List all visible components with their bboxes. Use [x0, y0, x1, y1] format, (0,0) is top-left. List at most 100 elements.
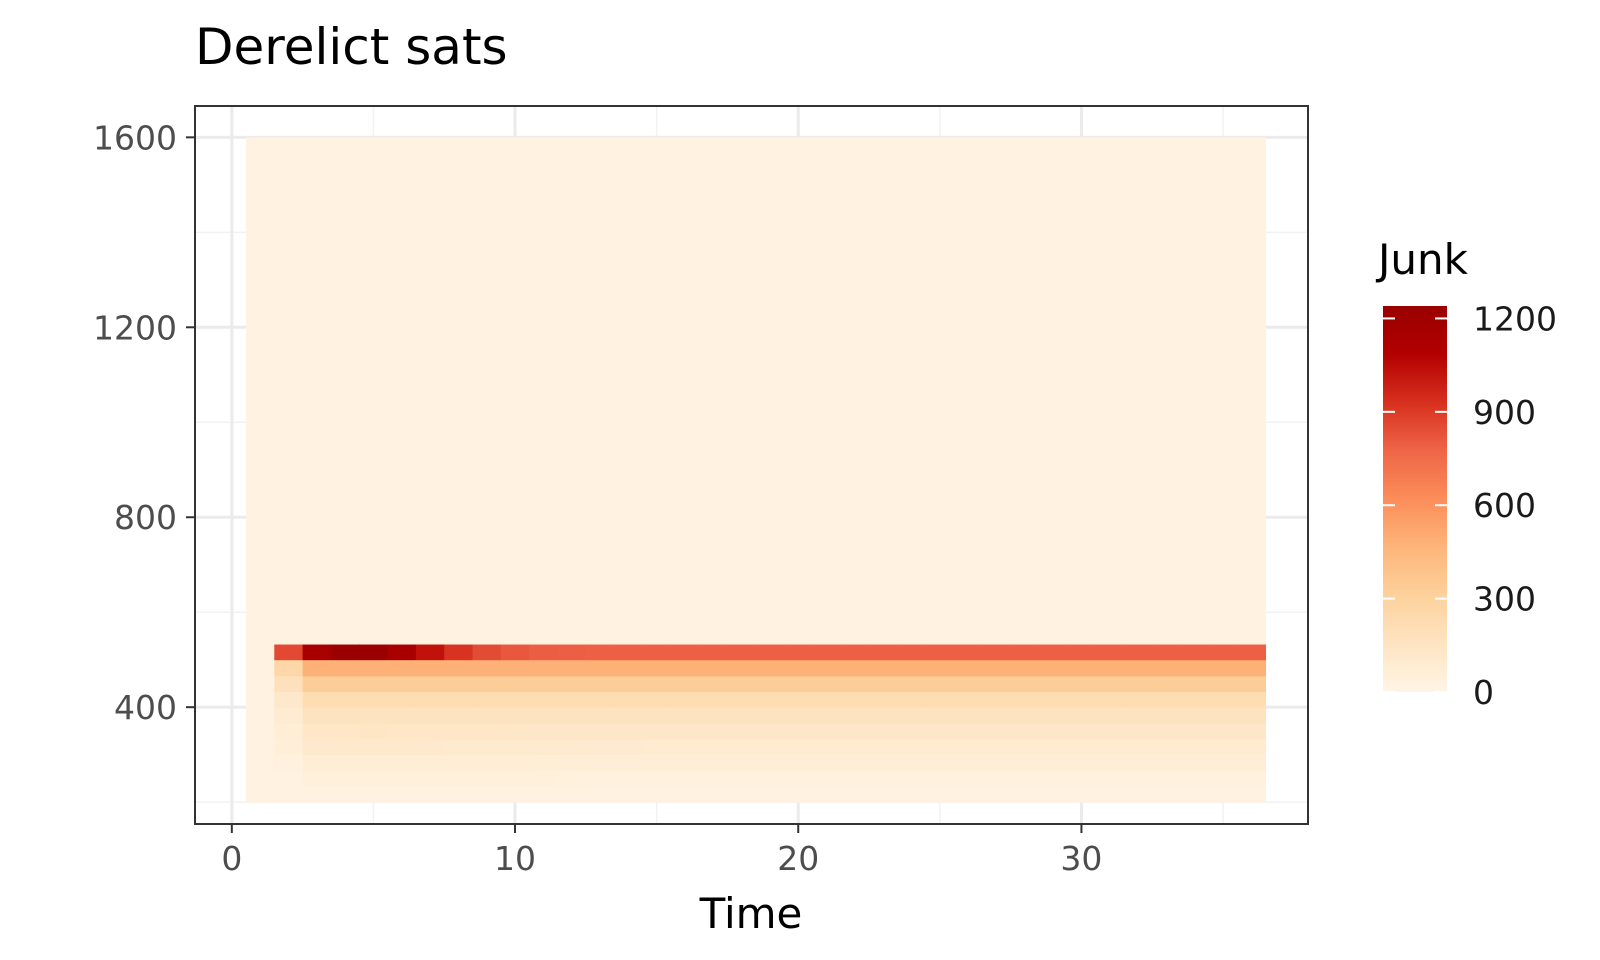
- heatmap-cell: [500, 707, 530, 724]
- heatmap-cell: [897, 137, 927, 645]
- heatmap-cell: [444, 707, 474, 724]
- heatmap-cell: [897, 754, 927, 772]
- heatmap-cell: [755, 659, 785, 677]
- heatmap-cell: [557, 659, 587, 677]
- heatmap-cell: [1010, 691, 1040, 708]
- legend-colorbar: [1383, 306, 1447, 692]
- heatmap-cell: [500, 659, 530, 677]
- heatmap-cell: [1180, 754, 1210, 772]
- heatmap-cell: [953, 691, 983, 708]
- heatmap-cell: [755, 786, 785, 803]
- heatmap-cell: [245, 770, 275, 787]
- heatmap-cell: [274, 137, 304, 645]
- heatmap-cell: [925, 738, 955, 756]
- heatmap-cell: [1010, 770, 1040, 787]
- heatmap-cell: [925, 659, 955, 677]
- heatmap-cell: [245, 723, 275, 740]
- heatmap-cell: [274, 786, 304, 803]
- heatmap-cell: [472, 659, 502, 677]
- heatmap-cell: [614, 754, 643, 772]
- heatmap-cell: [869, 659, 898, 677]
- heatmap-cell: [869, 754, 898, 772]
- heatmap-cell: [302, 723, 332, 740]
- heatmap-cell: [1067, 707, 1097, 724]
- heatmap-cell: [1095, 675, 1125, 693]
- heatmap-cell: [670, 137, 700, 645]
- heatmap-cell: [982, 691, 1012, 708]
- heatmap-cell: [557, 770, 587, 787]
- heatmap-cell: [614, 738, 643, 756]
- heatmap-cell: [1237, 754, 1267, 772]
- heatmap-cell: [1123, 707, 1153, 724]
- heatmap-cell: [359, 723, 389, 740]
- heatmap-cell: [415, 644, 445, 661]
- heatmap-cell: [359, 707, 389, 724]
- heatmap-cell: [415, 770, 445, 787]
- heatmap-cell: [1208, 137, 1238, 645]
- heatmap-cell: [245, 691, 275, 708]
- heatmap-cell: [302, 691, 332, 708]
- heatmap-cell: [1123, 691, 1153, 708]
- heatmap-cell: [557, 723, 587, 740]
- heatmap-cell: [1095, 644, 1125, 661]
- heatmap-cell: [897, 738, 927, 756]
- heatmap-cell: [557, 691, 587, 708]
- heatmap-cell: [1095, 659, 1125, 677]
- panel-border: [194, 105, 1309, 825]
- heatmap-cell: [1237, 691, 1267, 708]
- heatmap-cell: [699, 137, 728, 645]
- heatmap-cell: [614, 786, 643, 803]
- x-tick-label: 20: [777, 839, 819, 878]
- heatmap-cell: [1180, 770, 1210, 787]
- heatmap-cell: [529, 675, 559, 693]
- heatmap-cell: [840, 707, 870, 724]
- heatmap-cell: [529, 137, 559, 645]
- heatmap-cell: [1208, 691, 1238, 708]
- heatmap-cell: [614, 707, 643, 724]
- heatmap-cell: [1123, 675, 1153, 693]
- heatmap-cell: [1123, 754, 1153, 772]
- heatmap-cell: [302, 675, 332, 693]
- heatmap-cell: [585, 675, 615, 693]
- heatmap-cell: [670, 707, 700, 724]
- y-tick-label: 1600: [93, 118, 177, 157]
- heatmap-cell: [245, 738, 275, 756]
- heatmap-cell: [727, 738, 757, 756]
- heatmap-cell: [274, 754, 304, 772]
- heatmap-cell: [387, 786, 417, 803]
- heatmap-cell: [755, 707, 785, 724]
- heatmap-cell: [1038, 738, 1068, 756]
- heatmap-cell: [529, 691, 559, 708]
- heatmap-cell: [1067, 691, 1097, 708]
- heatmap-cell: [359, 691, 389, 708]
- heatmap-cell: [500, 738, 530, 756]
- heatmap-cell: [614, 770, 643, 787]
- heatmap-cell: [982, 707, 1012, 724]
- heatmap-cell: [245, 659, 275, 677]
- heatmap-cell: [869, 707, 898, 724]
- heatmap-cell: [359, 754, 389, 772]
- heatmap-cell: [840, 723, 870, 740]
- heatmap-cell: [982, 738, 1012, 756]
- heatmap-cell: [472, 137, 502, 645]
- x-tick-label: 10: [494, 839, 536, 878]
- y-axis: 400 800 1200 1600: [93, 118, 195, 727]
- heatmap-cell: [755, 644, 785, 661]
- heatmap-cell: [840, 754, 870, 772]
- heatmap-cell: [359, 644, 389, 661]
- heatmap-cell: [359, 786, 389, 803]
- heatmap-cell: [557, 137, 587, 645]
- heatmap-cell: [330, 644, 360, 661]
- heatmap-cell: [585, 707, 615, 724]
- heatmap-cell: [387, 707, 417, 724]
- heatmap-cell: [925, 644, 955, 661]
- heatmap-cell: [1038, 754, 1068, 772]
- heatmap-cell: [840, 675, 870, 693]
- heatmap-cell: [670, 644, 700, 661]
- legend: Junk 0 300 600 900 1200: [1375, 235, 1557, 712]
- heatmap-cell: [415, 659, 445, 677]
- heatmap-cell: [642, 754, 672, 772]
- heatmap-cell: [330, 754, 360, 772]
- heatmap-cell: [1237, 723, 1267, 740]
- heatmap-cell: [472, 723, 502, 740]
